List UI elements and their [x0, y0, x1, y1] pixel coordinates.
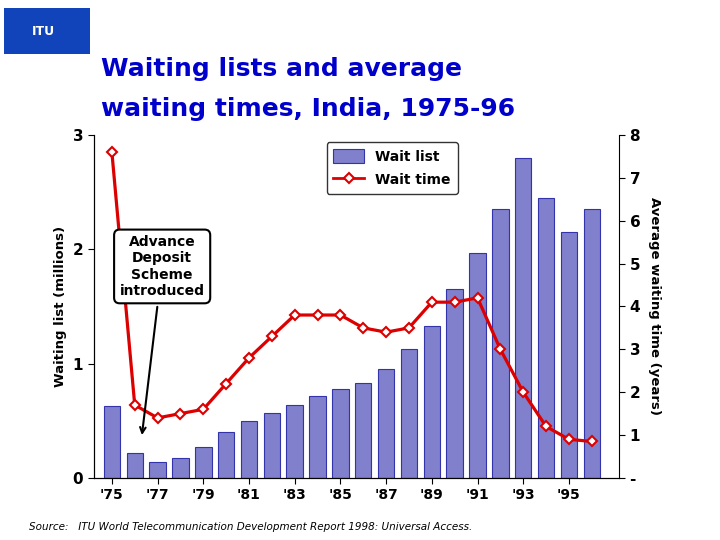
Text: Source:   ITU World Telecommunication Development Report 1998: Universal Access.: Source: ITU World Telecommunication Deve…	[29, 522, 472, 532]
Bar	[469, 253, 486, 478]
Bar	[561, 232, 577, 478]
Bar	[240, 421, 257, 478]
Bar	[378, 369, 395, 478]
Bar	[149, 462, 166, 478]
Bar	[310, 396, 325, 478]
Bar	[332, 389, 348, 478]
Legend: Wait list, Wait time: Wait list, Wait time	[327, 142, 458, 194]
Bar	[515, 158, 531, 478]
Text: waiting times, India, 1975-96: waiting times, India, 1975-96	[101, 97, 515, 121]
Bar	[492, 210, 508, 478]
Bar	[583, 210, 600, 478]
Bar	[355, 383, 372, 478]
Y-axis label: Average waiting time (years): Average waiting time (years)	[648, 198, 661, 415]
Bar	[218, 432, 235, 478]
Text: ITU: ITU	[32, 24, 55, 38]
Bar	[423, 326, 440, 478]
Bar	[104, 406, 120, 478]
Y-axis label: Waiting list (millions): Waiting list (millions)	[54, 226, 67, 387]
Bar	[264, 413, 280, 478]
Bar	[172, 458, 189, 478]
Text: Waiting lists and average: Waiting lists and average	[101, 57, 462, 80]
Bar	[195, 447, 212, 478]
Bar	[401, 349, 417, 478]
Bar	[287, 405, 303, 478]
Bar	[127, 453, 143, 478]
Bar	[446, 289, 463, 478]
FancyBboxPatch shape	[4, 8, 90, 54]
Bar	[538, 198, 554, 478]
Text: Universal Service / Universal Access: Universal Service / Universal Access	[228, 22, 593, 40]
Text: Advance
Deposit
Scheme
introduced: Advance Deposit Scheme introduced	[120, 235, 204, 433]
